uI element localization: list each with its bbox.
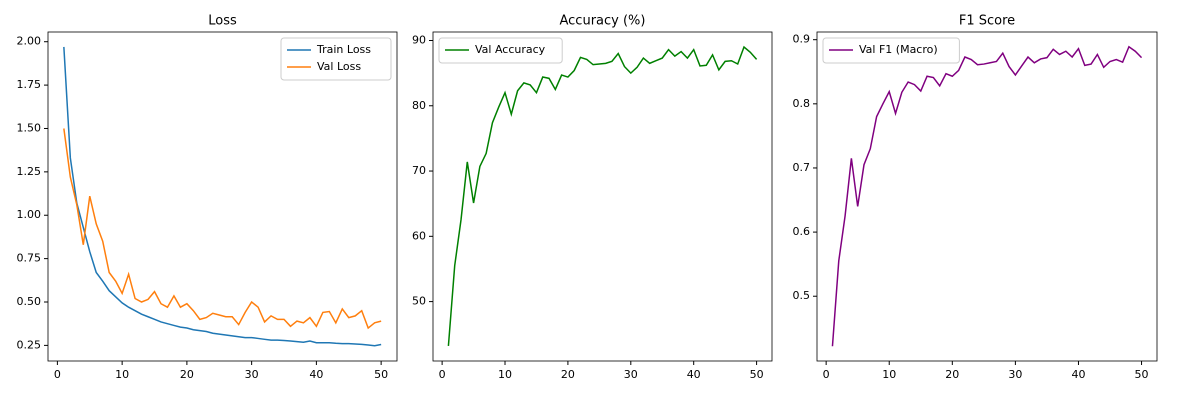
x-tick-label: 30 xyxy=(624,368,638,381)
x-tick-label: 30 xyxy=(245,368,259,381)
y-tick-label: 0.75 xyxy=(17,252,42,265)
legend-label: Train Loss xyxy=(316,43,371,56)
chart-title: Accuracy (%) xyxy=(560,14,646,29)
y-tick-label: 1.25 xyxy=(17,165,42,178)
x-tick-label: 50 xyxy=(750,368,764,381)
legend: Val Accuracy xyxy=(438,37,563,64)
axes-frame xyxy=(47,31,398,362)
y-tick-label: 0.6 xyxy=(793,225,811,238)
y-tick-label: 50 xyxy=(412,295,426,308)
y-tick-label: 0.7 xyxy=(793,161,811,174)
y-tick-label: 90 xyxy=(412,33,426,46)
y-tick-label: 80 xyxy=(412,99,426,112)
x-tick-label: 0 xyxy=(823,368,830,381)
x-tick-label: 0 xyxy=(54,368,61,381)
legend-box xyxy=(438,37,563,64)
y-tick-label: 1.00 xyxy=(17,208,42,221)
y-tick-label: 0.50 xyxy=(17,295,42,308)
legend-label: Val Accuracy xyxy=(475,43,546,56)
axes-frame xyxy=(816,31,1158,362)
series-line xyxy=(831,45,1143,347)
y-tick-label: 0.25 xyxy=(17,338,42,351)
y-tick-label: 1.75 xyxy=(17,78,42,91)
x-tick-label: 20 xyxy=(561,368,575,381)
legend-box xyxy=(822,37,960,64)
y-tick-label: 2.00 xyxy=(17,35,42,48)
chart-title: Loss xyxy=(208,14,237,29)
x-tick-label: 0 xyxy=(439,368,446,381)
x-tick-label: 50 xyxy=(374,368,388,381)
y-tick-label: 1.50 xyxy=(17,121,42,134)
x-tick-label: 50 xyxy=(1135,368,1149,381)
x-tick-label: 20 xyxy=(945,368,959,381)
y-tick-label: 60 xyxy=(412,229,426,242)
x-tick-label: 40 xyxy=(309,368,323,381)
x-tick-label: 40 xyxy=(1071,368,1085,381)
x-tick-label: 10 xyxy=(115,368,129,381)
chart-title: F1 Score xyxy=(959,14,1015,29)
y-tick-label: 0.5 xyxy=(793,289,811,302)
legend-label: Val F1 (Macro) xyxy=(859,43,938,56)
series-line xyxy=(63,128,382,330)
legend-label: Val Loss xyxy=(317,60,361,73)
x-tick-label: 10 xyxy=(498,368,512,381)
x-tick-label: 30 xyxy=(1008,368,1022,381)
axes-frame xyxy=(432,31,773,362)
x-tick-label: 20 xyxy=(180,368,194,381)
legend: Train Loss Val Loss xyxy=(280,37,392,81)
x-tick-label: 10 xyxy=(882,368,896,381)
y-tick-label: 70 xyxy=(412,164,426,177)
x-tick-label: 40 xyxy=(687,368,701,381)
series-line xyxy=(63,46,382,347)
legend: Val F1 (Macro) xyxy=(822,37,960,64)
legend-box xyxy=(280,37,392,81)
y-tick-label: 0.8 xyxy=(793,97,811,110)
y-tick-label: 0.9 xyxy=(793,33,811,46)
series-line xyxy=(447,45,758,347)
